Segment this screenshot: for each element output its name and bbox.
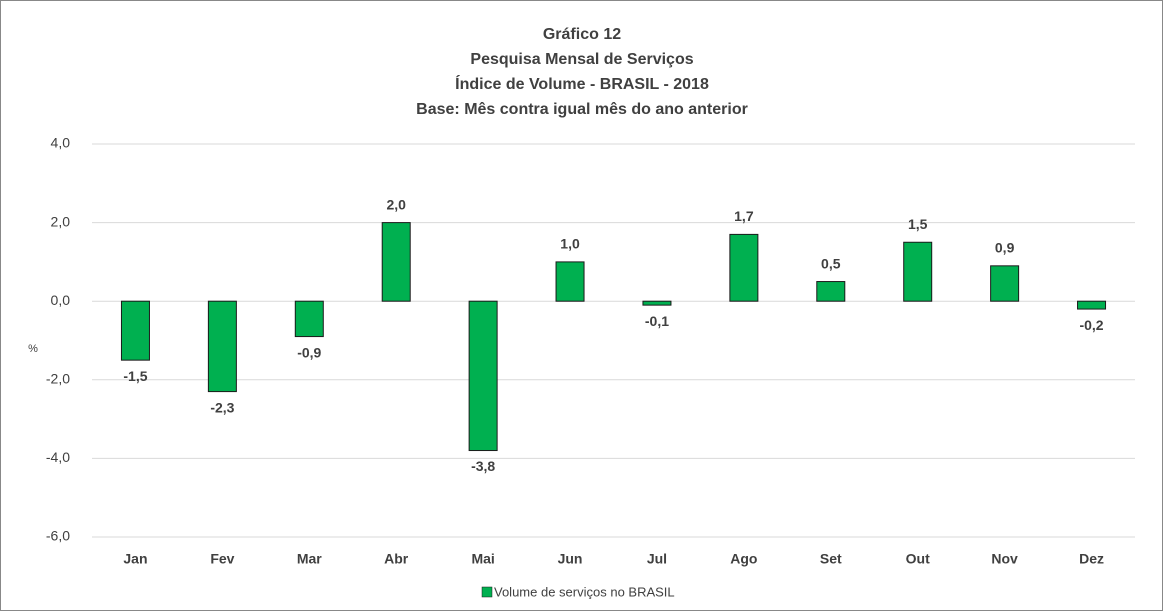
data-label: 1,0 [560, 236, 580, 252]
data-label: 1,7 [734, 208, 754, 224]
data-label: -3,8 [471, 458, 495, 474]
data-label: -1,5 [123, 368, 147, 384]
chart-title: Índice de Volume - BRASIL - 2018 [455, 74, 709, 93]
x-tick-label: Set [820, 551, 842, 567]
x-tick-label: Dez [1079, 551, 1104, 567]
x-tick-label: Nov [991, 551, 1018, 567]
y-tick-label: -4,0 [46, 449, 70, 465]
x-tick-label: Out [906, 551, 930, 567]
bar [294, 300, 324, 338]
y-axis-label: % [28, 343, 38, 355]
x-tick-label: Mar [297, 551, 322, 567]
data-label: -2,3 [210, 399, 234, 415]
bar [207, 300, 237, 393]
y-tick-label: 2,0 [51, 213, 71, 229]
y-tick-label: -6,0 [46, 528, 70, 544]
data-label: 0,9 [995, 240, 1015, 256]
x-tick-label: Abr [384, 551, 409, 567]
x-tick-label: Jan [123, 551, 147, 567]
bar [903, 241, 933, 302]
bar [120, 300, 150, 361]
bar [642, 300, 672, 306]
x-tick-label: Fev [210, 551, 234, 567]
legend-label: Volume de serviços no BRASIL [494, 584, 675, 599]
bar [816, 281, 846, 302]
data-label: -0,2 [1079, 317, 1103, 333]
chart-title: Base: Mês contra igual mês do ano anteri… [416, 101, 748, 118]
bar [468, 300, 498, 452]
data-label: -0,1 [645, 313, 669, 329]
bar [729, 233, 759, 302]
x-tick-label: Ago [730, 551, 757, 567]
bar [555, 261, 585, 302]
bar [990, 265, 1020, 302]
chart-title: Gráfico 12 [543, 26, 621, 43]
bar [381, 222, 411, 302]
x-tick-label: Jun [558, 551, 583, 567]
x-tick-label: Jul [647, 551, 667, 567]
y-tick-label: 0,0 [51, 292, 71, 308]
x-tick-label: Mai [471, 551, 494, 567]
y-tick-label: -2,0 [46, 371, 70, 387]
data-label: 2,0 [386, 196, 406, 212]
chart-title: Pesquisa Mensal de Serviços [470, 51, 693, 68]
data-label: -0,9 [297, 344, 321, 360]
bar [1077, 300, 1107, 310]
data-label: 0,5 [821, 255, 841, 271]
y-tick-label: 4,0 [51, 135, 71, 151]
legend-swatch [481, 586, 493, 598]
data-label: 1,5 [908, 216, 928, 232]
